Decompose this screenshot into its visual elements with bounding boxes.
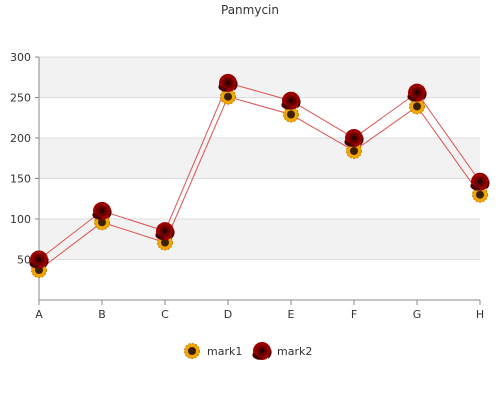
x-tick-label: C <box>161 308 169 321</box>
sunflower-icon <box>184 343 200 359</box>
legend: mark1 mark2 <box>184 342 312 360</box>
y-tick-label: 100 <box>10 213 31 226</box>
grid-band <box>39 138 480 179</box>
x-tick-label: A <box>35 308 43 321</box>
x-tick-label: E <box>288 308 295 321</box>
y-tick-label: 250 <box>10 92 31 105</box>
x-tick-label: G <box>413 308 422 321</box>
y-tick-label: 300 <box>10 51 31 64</box>
data-point-mark2 <box>344 129 364 147</box>
series-line-mark2 <box>38 82 481 260</box>
legend-label-mark1: mark1 <box>207 345 242 358</box>
chart-title: Panmycin <box>221 3 279 17</box>
y-tick-label: 150 <box>10 173 31 186</box>
y-tick-label: 200 <box>10 132 31 145</box>
legend-label-mark2: mark2 <box>277 345 312 358</box>
rose-icon <box>252 342 272 360</box>
x-tick-label: F <box>351 308 357 321</box>
series-line-mark1 <box>38 96 481 271</box>
x-tick-label: H <box>476 308 484 321</box>
x-tick-label: D <box>224 308 232 321</box>
data-point-mark2 <box>92 201 112 220</box>
grid-band <box>39 57 480 98</box>
y-tick-label: 50 <box>17 254 31 267</box>
x-tick-label: B <box>98 308 106 321</box>
